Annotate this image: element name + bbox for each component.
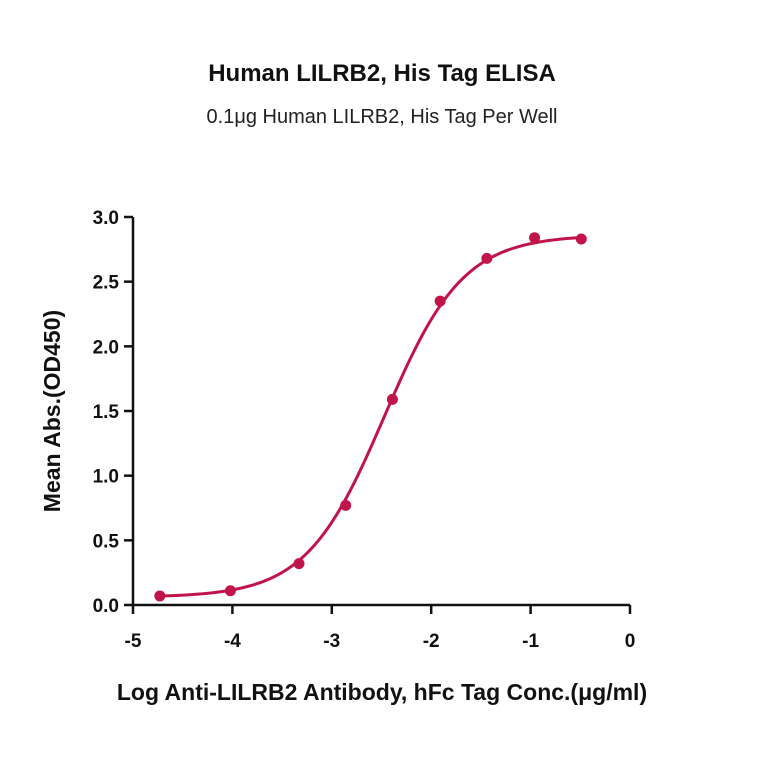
- x-tick-label: -3: [323, 631, 340, 652]
- chart-title: Human LILRB2, His Tag ELISA: [208, 60, 556, 87]
- data-point: [224, 585, 236, 597]
- data-point: [154, 590, 166, 602]
- y-tick-label: 1.5: [93, 402, 120, 423]
- data-point: [293, 558, 305, 570]
- axes: 0.0 0.5 1.0 1.5 2.0 2.5 3.0 -5 -4 -3 -2 -1 0: [93, 208, 636, 652]
- x-tick-label: -2: [423, 631, 440, 652]
- y-tick-label: 3.0: [93, 208, 119, 229]
- x-tick-label: -1: [522, 631, 539, 652]
- fit-curve-layer: [159, 235, 582, 598]
- data-point: [340, 499, 352, 511]
- y-tick-label: 1.0: [93, 467, 119, 488]
- chart-subtitle: 0.1μg Human LILRB2, His Tag Per Well: [206, 106, 558, 128]
- y-tick-label: 2.5: [93, 273, 120, 294]
- y-tick-label: 0.5: [93, 531, 120, 552]
- y-tick-label: 2.0: [93, 337, 119, 358]
- fit-curve: [159, 235, 582, 598]
- data-point: [386, 393, 398, 405]
- data-point: [481, 252, 493, 264]
- x-tick-label: -4: [224, 631, 241, 652]
- data-points-layer: [154, 232, 587, 602]
- data-point: [529, 232, 541, 244]
- y-axis-label: Mean Abs.(OD450): [39, 310, 65, 512]
- x-axis-label: Log Anti-LILRB2 Antibody, hFc Tag Conc.(…: [117, 679, 647, 705]
- data-point: [575, 233, 587, 245]
- x-tick-label: -5: [125, 631, 142, 652]
- x-tick-label: 0: [625, 631, 636, 652]
- y-tick-label: 0.0: [93, 596, 119, 617]
- data-point: [434, 295, 446, 307]
